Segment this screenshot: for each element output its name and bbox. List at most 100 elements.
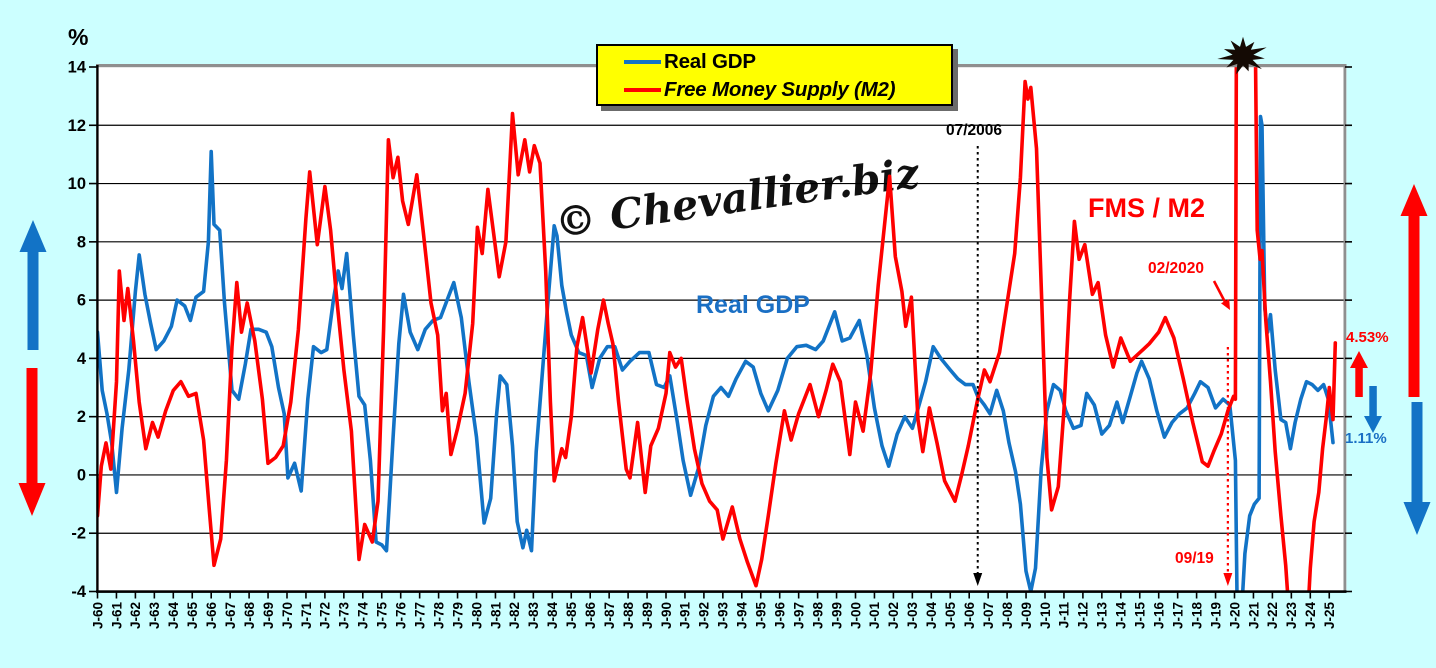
svg-text:J-63: J-63 bbox=[147, 602, 162, 630]
right-blue-down-arrow bbox=[1403, 402, 1431, 535]
svg-text:J-60: J-60 bbox=[90, 602, 105, 629]
svg-text:10: 10 bbox=[68, 175, 86, 193]
covid-pointer-arrow bbox=[1212, 280, 1230, 310]
svg-text:J-71: J-71 bbox=[299, 602, 314, 630]
svg-text:J-18: J-18 bbox=[1189, 602, 1204, 630]
svg-text:J-66: J-66 bbox=[204, 602, 219, 630]
svg-text:J-98: J-98 bbox=[810, 602, 825, 630]
plot-background bbox=[96, 64, 1347, 592]
svg-text:J-68: J-68 bbox=[242, 602, 257, 630]
svg-text:J-61: J-61 bbox=[109, 602, 124, 630]
svg-text:J-75: J-75 bbox=[375, 602, 390, 630]
svg-text:J-65: J-65 bbox=[185, 602, 200, 630]
svg-text:J-76: J-76 bbox=[394, 602, 409, 630]
svg-text:J-16: J-16 bbox=[1152, 602, 1167, 630]
svg-text:J-72: J-72 bbox=[318, 602, 333, 629]
svg-text:J-91: J-91 bbox=[678, 602, 693, 630]
annotation-sep19-date: 09/19 bbox=[1175, 550, 1214, 567]
legend-item-real-gdp: Real GDP bbox=[624, 48, 951, 76]
svg-text:J-23: J-23 bbox=[1284, 602, 1299, 630]
svg-text:J-05: J-05 bbox=[943, 602, 958, 630]
svg-text:J-69: J-69 bbox=[261, 602, 276, 629]
starburst-icon bbox=[1217, 36, 1267, 75]
svg-text:4: 4 bbox=[77, 350, 87, 368]
small-red-up-arrow bbox=[1350, 351, 1368, 397]
svg-text:J-83: J-83 bbox=[526, 602, 541, 630]
svg-text:J-08: J-08 bbox=[1000, 602, 1015, 630]
svg-text:2: 2 bbox=[77, 408, 86, 426]
legend-line-swatch-fms bbox=[624, 88, 661, 92]
svg-text:J-94: J-94 bbox=[735, 602, 750, 630]
svg-text:J-07: J-07 bbox=[981, 602, 996, 629]
svg-text:J-64: J-64 bbox=[166, 602, 181, 630]
svg-text:J-84: J-84 bbox=[545, 602, 560, 630]
svg-text:J-74: J-74 bbox=[356, 602, 371, 630]
svg-text:J-04: J-04 bbox=[924, 602, 939, 630]
svg-text:J-99: J-99 bbox=[829, 602, 844, 629]
svg-text:6: 6 bbox=[77, 292, 86, 310]
svg-text:J-85: J-85 bbox=[564, 602, 579, 630]
svg-text:14: 14 bbox=[68, 59, 87, 77]
svg-text:J-13: J-13 bbox=[1095, 602, 1110, 630]
svg-text:J-88: J-88 bbox=[621, 602, 636, 630]
svg-text:J-09: J-09 bbox=[1019, 602, 1034, 629]
legend-item-fms: Free Money Supply (M2) bbox=[624, 76, 951, 104]
axis-ticks bbox=[89, 66, 1352, 599]
svg-text:J-87: J-87 bbox=[602, 602, 617, 629]
svg-text:J-77: J-77 bbox=[412, 602, 427, 629]
svg-text:J-00: J-00 bbox=[848, 602, 863, 629]
svg-text:J-95: J-95 bbox=[754, 602, 769, 630]
svg-text:J-79: J-79 bbox=[450, 602, 465, 629]
series-label-fms: FMS / M2 bbox=[1088, 193, 1206, 223]
y-axis-labels: 14 12 10 8 6 4 2 0 -2 -4 bbox=[68, 59, 87, 602]
series-label-real-gdp: Real GDP bbox=[696, 291, 810, 319]
svg-text:12: 12 bbox=[68, 117, 86, 135]
svg-text:J-19: J-19 bbox=[1208, 602, 1223, 629]
svg-text:J-25: J-25 bbox=[1322, 602, 1337, 630]
svg-text:J-86: J-86 bbox=[583, 602, 598, 630]
svg-text:J-03: J-03 bbox=[905, 602, 920, 630]
svg-text:J-62: J-62 bbox=[128, 602, 143, 629]
svg-text:-4: -4 bbox=[71, 583, 86, 601]
svg-text:J-06: J-06 bbox=[962, 602, 977, 630]
annotation-real-gdp-end-value: 1.11% bbox=[1345, 430, 1387, 447]
legend-box: Real GDP Free Money Supply (M2) bbox=[596, 44, 953, 106]
small-blue-down-arrow bbox=[1364, 386, 1382, 433]
sep19-dotted-line bbox=[1223, 347, 1233, 586]
svg-text:J-01: J-01 bbox=[867, 602, 882, 630]
svg-text:J-02: J-02 bbox=[886, 602, 901, 629]
svg-text:J-67: J-67 bbox=[223, 602, 238, 629]
svg-text:J-22: J-22 bbox=[1265, 602, 1280, 629]
svg-text:J-70: J-70 bbox=[280, 602, 295, 629]
svg-text:J-96: J-96 bbox=[773, 602, 788, 630]
left-red-down-arrow bbox=[18, 368, 46, 516]
svg-text:J-14: J-14 bbox=[1114, 602, 1129, 630]
legend-line-swatch-real-gdp bbox=[624, 60, 661, 64]
svg-text:J-15: J-15 bbox=[1133, 602, 1148, 630]
annotation-covid-date: 02/2020 bbox=[1148, 260, 1205, 277]
annotation-fms-end-value: 4.53% bbox=[1346, 329, 1389, 346]
right-red-up-arrow bbox=[1400, 184, 1428, 397]
svg-text:J-17: J-17 bbox=[1170, 602, 1185, 629]
svg-text:J-12: J-12 bbox=[1076, 602, 1091, 629]
svg-text:J-92: J-92 bbox=[697, 602, 712, 629]
legend-label-real-gdp: Real GDP bbox=[664, 50, 756, 73]
svg-text:J-93: J-93 bbox=[716, 602, 731, 630]
svg-text:J-90: J-90 bbox=[659, 602, 674, 629]
fms-m2-line bbox=[96, 67, 1338, 592]
svg-text:J-11: J-11 bbox=[1057, 602, 1072, 629]
y-axis-unit-label: % bbox=[68, 24, 89, 50]
legend-label-fms: Free Money Supply (M2) bbox=[664, 78, 896, 101]
svg-text:J-78: J-78 bbox=[431, 602, 446, 630]
svg-text:J-21: J-21 bbox=[1246, 602, 1261, 630]
svg-text:8: 8 bbox=[77, 233, 86, 251]
svg-text:J-24: J-24 bbox=[1303, 602, 1318, 630]
svg-text:J-97: J-97 bbox=[791, 602, 806, 629]
x-axis-labels: J-60 J-61 J-62 J-63 J-64 J-65 J-66 J-67 J-68 J-69… bbox=[90, 602, 1337, 630]
svg-text:-2: -2 bbox=[71, 525, 86, 543]
annotation-crossover-date: 07/2006 bbox=[946, 122, 1003, 139]
svg-text:J-89: J-89 bbox=[640, 602, 655, 629]
svg-text:J-20: J-20 bbox=[1227, 602, 1242, 629]
